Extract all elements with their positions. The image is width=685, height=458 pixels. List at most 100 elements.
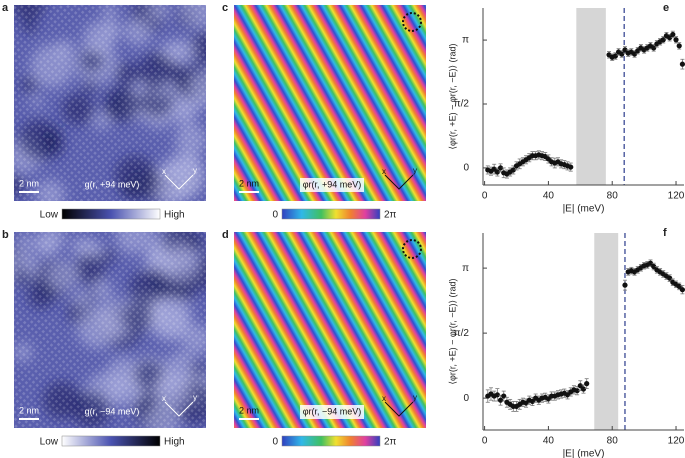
image-panel [234, 232, 426, 428]
scale-label: 2 nm [239, 405, 259, 415]
colorbar [281, 208, 381, 220]
dotted-circle [402, 239, 422, 259]
point [568, 164, 574, 170]
axis-arrow [164, 401, 194, 417]
map-label: φr(r, −94 meV) [303, 406, 362, 416]
axis-letter: x [382, 167, 386, 176]
scale-label: 2 nm [19, 405, 39, 415]
axis-letter: y [193, 393, 197, 402]
point [673, 37, 679, 43]
axis-letter: x [162, 167, 166, 176]
colorbar-high: 2π [384, 437, 397, 448]
y-tick-label: π [462, 35, 469, 46]
point [612, 53, 619, 59]
point [574, 388, 580, 394]
shaded-band [576, 8, 606, 185]
axis-arrow [384, 174, 414, 190]
y-tick-label: 0 [463, 163, 469, 174]
point [494, 169, 500, 175]
panel-letter: d [222, 229, 229, 241]
colorbar [61, 435, 161, 447]
point [622, 282, 628, 288]
x-tick-label: 80 [607, 436, 619, 447]
point [679, 61, 685, 67]
point [497, 165, 504, 171]
x-tick-label: 0 [482, 436, 488, 447]
panel-letter: c [222, 2, 228, 14]
map-lattice [14, 232, 206, 428]
point [667, 35, 673, 41]
point [670, 31, 676, 38]
phase-map [234, 232, 426, 428]
colorbar-high: High [164, 210, 185, 221]
point [529, 398, 536, 405]
colorbar [61, 208, 161, 220]
colorbar-high: 2π [384, 210, 397, 221]
image-panel [14, 5, 206, 201]
colorbar-low: 0 [272, 437, 278, 448]
panel-letter: e [663, 2, 669, 14]
panel-letter: a [2, 2, 9, 14]
axis-letter: y [193, 166, 197, 175]
axis-letter: y [413, 393, 417, 402]
x-tick-label: 40 [543, 436, 555, 447]
colorbar [281, 435, 381, 447]
axis-letter: x [162, 394, 166, 403]
x-axis-label: |E| (meV) [563, 449, 605, 458]
x-tick-label: 120 [668, 436, 685, 447]
colorbar-low: Low [40, 437, 59, 448]
colorbar-low: 0 [272, 210, 278, 221]
map-label: g(r, −94 meV) [85, 406, 140, 416]
scale-label: 2 nm [19, 178, 39, 188]
y-axis-label: ⟨φr(r, +E) − φr(r, −E)⟩ (rad) [447, 44, 457, 150]
point [580, 386, 587, 392]
phase-map [234, 5, 426, 201]
y-tick-label: π/2 [454, 328, 470, 339]
point [667, 275, 673, 281]
point [647, 260, 654, 266]
point [660, 37, 666, 43]
point [497, 397, 504, 403]
axis-letter: y [413, 166, 417, 175]
point [651, 45, 657, 51]
y-tick-label: 0 [463, 393, 469, 404]
point [501, 393, 507, 399]
point [577, 383, 583, 389]
map-label: g(r, +94 meV) [85, 179, 140, 189]
colorbar-low: Low [40, 210, 59, 221]
scale-label: 2 nm [239, 178, 259, 188]
point [622, 47, 628, 53]
point [494, 392, 500, 398]
map-label: φr(r, +94 meV) [303, 179, 362, 189]
axis-arrow [164, 174, 194, 190]
point [619, 51, 625, 57]
panel-letter: b [2, 229, 9, 241]
point [631, 51, 638, 57]
x-tick-label: 120 [668, 191, 685, 202]
x-tick-label: 0 [482, 191, 488, 202]
label-box [300, 178, 364, 192]
axis-arrow [384, 401, 414, 417]
point [676, 43, 682, 49]
point [676, 283, 682, 289]
shaded-band [594, 233, 619, 430]
axis-letter: x [382, 394, 386, 403]
label-box [300, 405, 364, 419]
x-tick-label: 80 [607, 191, 619, 202]
image-panel [234, 5, 426, 201]
y-tick-label: π/2 [454, 99, 470, 110]
point [651, 263, 657, 270]
y-axis-label: ⟨φr(r, +E) − φr(r, −E)⟩ (rad) [447, 279, 457, 385]
point [584, 381, 590, 387]
dotted-circle [402, 12, 422, 32]
y-tick-label: π [462, 263, 469, 274]
x-tick-label: 40 [543, 191, 555, 202]
colorbar-high: High [164, 437, 185, 448]
map-lattice [14, 5, 206, 201]
x-axis-label: |E| (meV) [563, 204, 605, 215]
panel-letter: f [663, 227, 667, 239]
image-panel [14, 232, 206, 428]
point [679, 287, 685, 293]
point [510, 167, 516, 173]
